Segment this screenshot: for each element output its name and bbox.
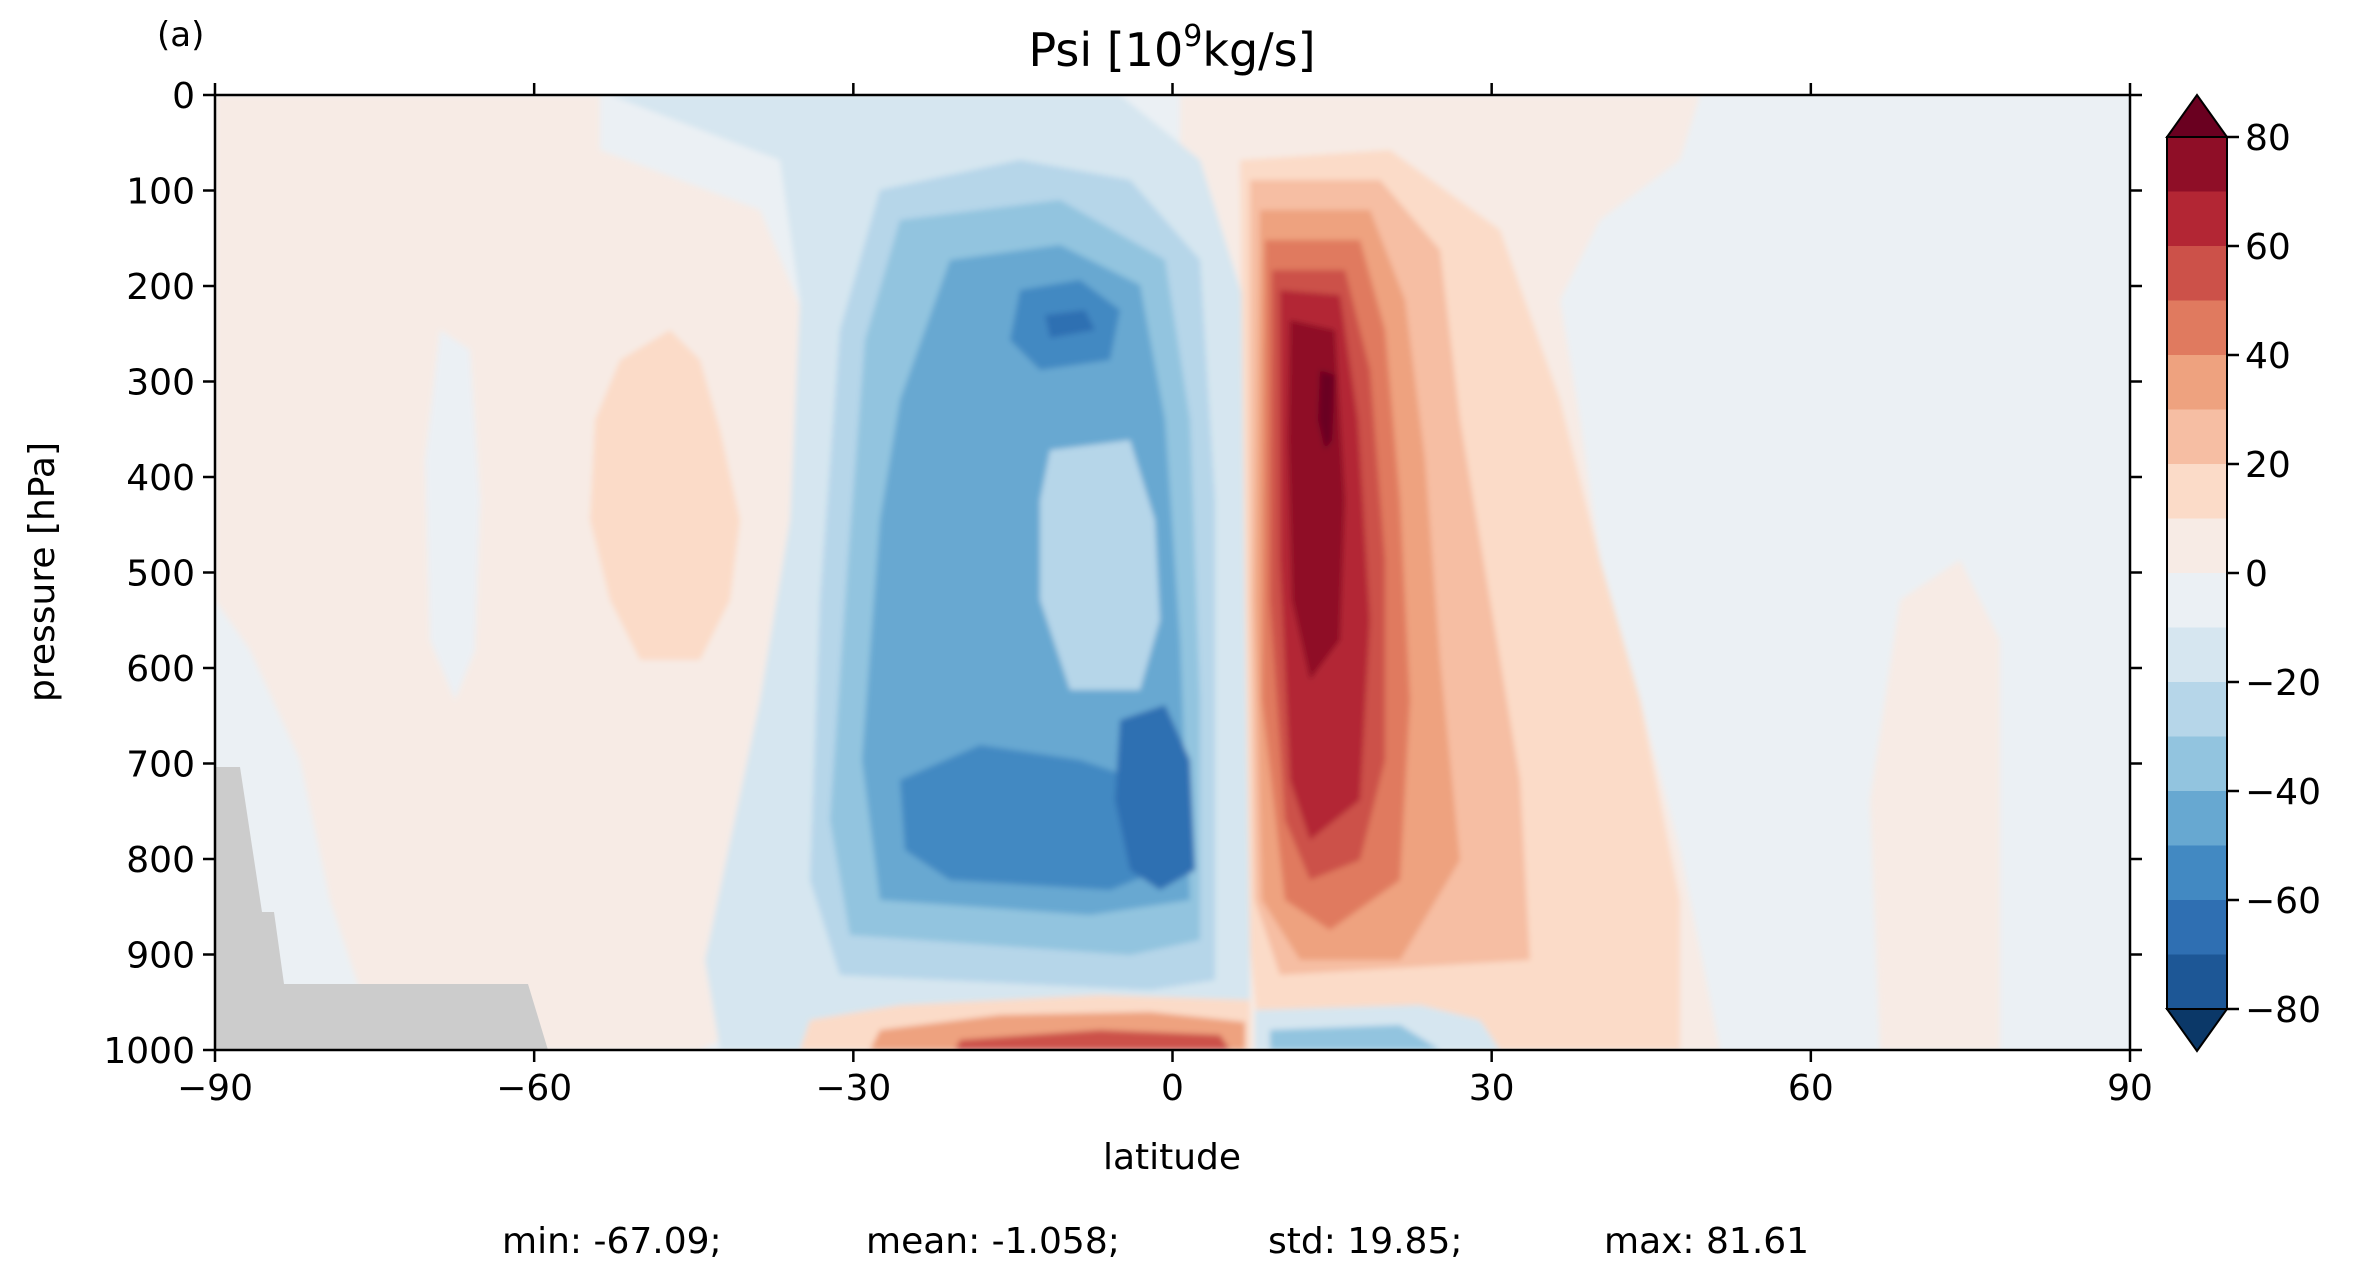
title-exponent: 9 [1183,19,1202,54]
contour-pos-80 [1318,370,1335,450]
y-tick-label: 0 [172,76,195,117]
colorbar-segment [2167,573,2227,628]
colorbar-segment [2167,300,2227,355]
colorbar-segment [2167,464,2227,519]
y-tick-label: 1000 [103,1031,195,1072]
x-axis-label: latitude [1103,1137,1241,1178]
colorbar-segment [2167,954,2227,1009]
colorbar-segment [2167,191,2227,246]
colorbar-segment [2167,246,2227,301]
colorbar-tick-label: 60 [2245,227,2291,268]
colorbar-tick-label: −60 [2245,881,2321,922]
colorbar-tick-label: −80 [2245,990,2321,1031]
colorbar-segment [2167,791,2227,846]
colorbar-tick-label: −20 [2245,663,2321,704]
stat-std: std: 19.85; [1268,1221,1462,1262]
panel-label: (a) [157,15,204,55]
y-tick-label: 200 [126,267,195,308]
colorbar-segment [2167,355,2227,410]
contour-nh-positive-2 [1870,560,2000,1050]
contour-sh-ice-blue [425,330,480,700]
contour-neg-60 [1115,705,1195,890]
contour-sh-positive [215,95,810,1050]
colorbar-segment [2167,409,2227,464]
plot-area [215,95,2130,1050]
colorbar-tick-label: 40 [2245,336,2291,377]
y-axis: 0 100 200 300 400 500 600 700 800 900 1000 [103,76,2142,1072]
colorbar: 80 60 40 20 0 −20 −40 −60 −80 [2165,93,2321,1053]
contour-neg-50b [900,745,1160,890]
colorbar-segment [2167,682,2227,737]
x-tick-label: −60 [496,1068,572,1109]
colorbar-tick-label: −40 [2245,772,2321,813]
colorbar-segment [2167,736,2227,791]
contour-neg-40 [862,245,1190,915]
colorbar-segment [2167,845,2227,900]
colorbar-tick-label: 20 [2245,445,2291,486]
colorbar-segment [2167,900,2227,955]
y-tick-label: 400 [126,458,195,499]
terrain-mask [215,767,548,1050]
contour-surface-pos-50 [955,1030,1230,1050]
y-tick-label: 600 [126,649,195,690]
y-axis-label: pressure [hPa] [22,442,63,702]
y-tick-label: 800 [126,840,195,881]
colorbar-segment [2167,518,2227,573]
y-tick-label: 300 [126,363,195,404]
contour-fills [215,95,2000,1050]
x-tick-label: 30 [1469,1068,1515,1109]
colorbar-segment [2167,137,2227,192]
colorbar-segment [2167,627,2227,682]
y-tick-label: 900 [126,936,195,977]
contour-sh-positive-2 [590,330,740,660]
x-tick-label: −90 [177,1068,253,1109]
colorbar-tick-label: 0 [2245,554,2268,595]
y-tick-label: 100 [126,172,195,213]
stat-mean: mean: -1.058; [866,1221,1120,1262]
y-tick-label: 700 [126,745,195,786]
x-tick-label: 60 [1788,1068,1834,1109]
title-main: Psi [10 [1028,23,1183,77]
stat-min: min: -67.09; [502,1221,722,1262]
colorbar-extend-max [2165,93,2229,138]
stats-footer: min: -67.09; mean: -1.058; std: 19.85; m… [502,1221,1809,1262]
x-axis: −90 −60 −30 0 30 60 90 [177,83,2153,1109]
x-tick-label: −30 [815,1068,891,1109]
colorbar-tick-label: 80 [2245,118,2291,159]
contour-neg-60b [1045,310,1095,338]
x-tick-label: 0 [1161,1068,1184,1109]
title-unit: kg/s] [1202,23,1315,77]
chart-title: Psi [109kg/s] [1028,19,1315,77]
stat-max: max: 81.61 [1604,1221,1809,1262]
contour-surface-neg-30 [1270,1025,1440,1050]
colorbar-extend-min [2165,1008,2229,1053]
y-tick-label: 500 [126,554,195,595]
contour-neg-40-hole [1040,440,1160,690]
x-tick-label: 90 [2107,1068,2153,1109]
